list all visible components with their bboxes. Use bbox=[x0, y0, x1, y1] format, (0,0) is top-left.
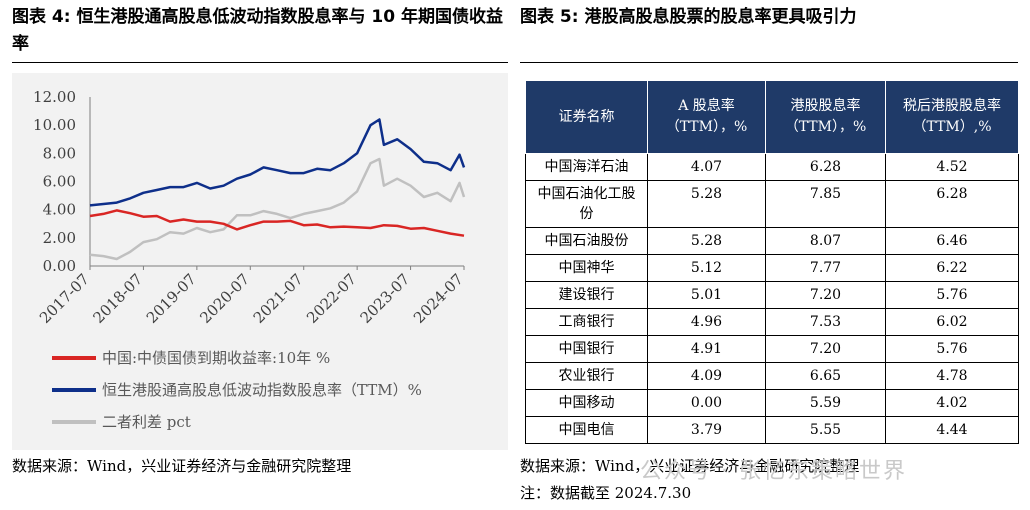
series-line-0 bbox=[89, 209, 465, 237]
cell-security-name: 中国海洋石油 bbox=[525, 153, 648, 181]
watermark: 公众号 · 张忆东策略世界 bbox=[640, 459, 907, 484]
cell-value: 5.55 bbox=[765, 416, 886, 444]
y-tick-label: 6.00 bbox=[43, 173, 76, 191]
cell-value: 7.53 bbox=[765, 308, 886, 336]
cell-value: 6.65 bbox=[765, 362, 886, 390]
table-body: 中国海洋石油 4.07 6.28 4.52 中国石油化工股份 5.28 7.85 6.28 中国… bbox=[525, 153, 1019, 444]
cell-security-name: 中国银行 bbox=[525, 335, 648, 363]
y-tick-label: 4.00 bbox=[43, 201, 76, 219]
cell-security-name: 中国石油化工股份 bbox=[525, 180, 648, 228]
table-row: 中国移动 0.00 5.59 4.02 bbox=[525, 389, 1019, 417]
table-row: 中国石油化工股份 5.28 7.85 6.28 bbox=[525, 180, 1019, 228]
cell-value: 4.78 bbox=[885, 362, 1019, 390]
table-row: 农业银行 4.09 6.65 4.78 bbox=[525, 362, 1019, 390]
legend-item-spread: 二者利差 pct bbox=[52, 411, 191, 432]
cell-value: 4.91 bbox=[647, 335, 766, 363]
x-tick-label: 2018-07 bbox=[89, 270, 146, 327]
cell-value: 5.28 bbox=[647, 227, 766, 255]
cell-value: 3.79 bbox=[647, 416, 766, 444]
table-header-row: 证券名称 A 股息率（TTM），% 港股股息率（TTM），% 税后港股股息率（T… bbox=[525, 80, 1019, 154]
table-row: 中国银行 4.91 7.20 5.76 bbox=[525, 335, 1019, 363]
table-row: 中国石油股份 5.28 8.07 6.46 bbox=[525, 227, 1019, 255]
left-source: 数据来源：Wind，兴业证券经济与金融研究院整理 bbox=[12, 457, 352, 475]
cell-value: 4.07 bbox=[647, 153, 766, 181]
cell-value: 6.22 bbox=[885, 254, 1019, 282]
x-tick-label: 2017-07 bbox=[36, 270, 93, 327]
line-chart: 12.0010.008.006.004.002.000.002017-07201… bbox=[33, 88, 467, 327]
cell-value: 7.85 bbox=[765, 180, 886, 228]
right-title-rule bbox=[520, 62, 1018, 63]
cell-security-name: 中国移动 bbox=[525, 389, 648, 417]
cell-value: 8.07 bbox=[765, 227, 886, 255]
header-a-yield: A 股息率（TTM），% bbox=[647, 80, 766, 154]
table-row: 中国电信 3.79 5.55 4.44 bbox=[525, 416, 1019, 444]
x-tick-label: 2023-07 bbox=[357, 270, 414, 327]
cell-value: 5.59 bbox=[765, 389, 886, 417]
cell-value: 7.77 bbox=[765, 254, 886, 282]
cell-value: 6.28 bbox=[885, 180, 1019, 228]
y-tick-label: 8.00 bbox=[43, 144, 76, 162]
series-line-2 bbox=[89, 157, 466, 261]
cell-value: 5.76 bbox=[885, 281, 1019, 309]
cell-value: 5.12 bbox=[647, 254, 766, 282]
x-tick-label: 2019-07 bbox=[143, 270, 200, 327]
cell-security-name: 中国石油股份 bbox=[525, 227, 648, 255]
x-tick-label: 2022-07 bbox=[303, 270, 360, 327]
cell-value: 4.96 bbox=[647, 308, 766, 336]
cell-value: 7.20 bbox=[765, 281, 886, 309]
y-tick-label: 2.00 bbox=[43, 229, 76, 247]
x-tick-label: 2024-07 bbox=[410, 270, 467, 327]
cell-security-name: 农业银行 bbox=[525, 362, 648, 390]
header-hk-yield: 港股股息率（TTM），% bbox=[765, 80, 886, 154]
series-line-1 bbox=[89, 118, 466, 207]
legend-label: 中国:中债国债到期收益率:10年 % bbox=[102, 349, 331, 367]
x-tick-label: 2021-07 bbox=[250, 270, 307, 327]
cell-value: 5.28 bbox=[647, 180, 766, 228]
cell-security-name: 中国神华 bbox=[525, 254, 648, 282]
y-tick-label: 10.00 bbox=[33, 116, 76, 134]
cell-security-name: 工商银行 bbox=[525, 308, 648, 336]
cell-value: 0.00 bbox=[647, 389, 766, 417]
header-hk-after-tax-yield: 税后港股股息率（TTM）,% bbox=[885, 80, 1019, 154]
cell-value: 6.46 bbox=[885, 227, 1019, 255]
dividend-table: 证券名称 A 股息率（TTM），% 港股股息率（TTM），% 税后港股股息率（T… bbox=[525, 80, 1019, 444]
cell-value: 4.44 bbox=[885, 416, 1019, 444]
cell-security-name: 中国电信 bbox=[525, 416, 648, 444]
cell-value: 5.76 bbox=[885, 335, 1019, 363]
cell-value: 4.09 bbox=[647, 362, 766, 390]
cell-value: 5.01 bbox=[647, 281, 766, 309]
table-row: 中国海洋石油 4.07 6.28 4.52 bbox=[525, 153, 1019, 181]
table-row: 中国神华 5.12 7.77 6.22 bbox=[525, 254, 1019, 282]
y-tick-label: 0.00 bbox=[43, 257, 76, 275]
cell-value: 4.52 bbox=[885, 153, 1019, 181]
table-row: 建设银行 5.01 7.20 5.76 bbox=[525, 281, 1019, 309]
left-figure-title: 图表 4: 恒生港股通高股息低波动指数股息率与 10 年期国债收益率 bbox=[12, 7, 503, 54]
legend-item-bond-yield: 中国:中债国债到期收益率:10年 % bbox=[52, 347, 330, 368]
table-row: 工商银行 4.96 7.53 6.02 bbox=[525, 308, 1019, 336]
cell-value: 4.02 bbox=[885, 389, 1019, 417]
legend-label: 二者利差 pct bbox=[102, 413, 191, 431]
right-note: 注：数据截至 2024.7.30 bbox=[520, 484, 692, 502]
cell-value: 7.20 bbox=[765, 335, 886, 363]
cell-security-name: 建设银行 bbox=[525, 281, 648, 309]
left-title-rule bbox=[12, 62, 508, 63]
legend-item-dividend-yield: 恒生港股通高股息低波动指数股息率（TTM）% bbox=[52, 379, 422, 400]
y-tick-label: 12.00 bbox=[33, 88, 76, 106]
cell-value: 6.02 bbox=[885, 308, 1019, 336]
cell-value: 6.28 bbox=[765, 153, 886, 181]
legend-label: 恒生港股通高股息低波动指数股息率（TTM）% bbox=[102, 381, 422, 399]
legend-swatch-gray bbox=[52, 419, 96, 424]
header-name: 证券名称 bbox=[525, 80, 648, 154]
right-figure-title: 图表 5: 港股高股息股票的股息率更具吸引力 bbox=[520, 7, 857, 27]
x-tick-label: 2020-07 bbox=[196, 270, 253, 327]
chart-panel: 12.00 10.00 8.00 6.00 4.00 2.00 0.00 2017-07 201… bbox=[12, 73, 508, 450]
right-source: 数据来源：Wind，兴业证券经济与金融研究院整理 bbox=[520, 457, 860, 475]
legend-swatch-navy bbox=[52, 387, 96, 392]
legend-swatch-red bbox=[52, 355, 96, 360]
